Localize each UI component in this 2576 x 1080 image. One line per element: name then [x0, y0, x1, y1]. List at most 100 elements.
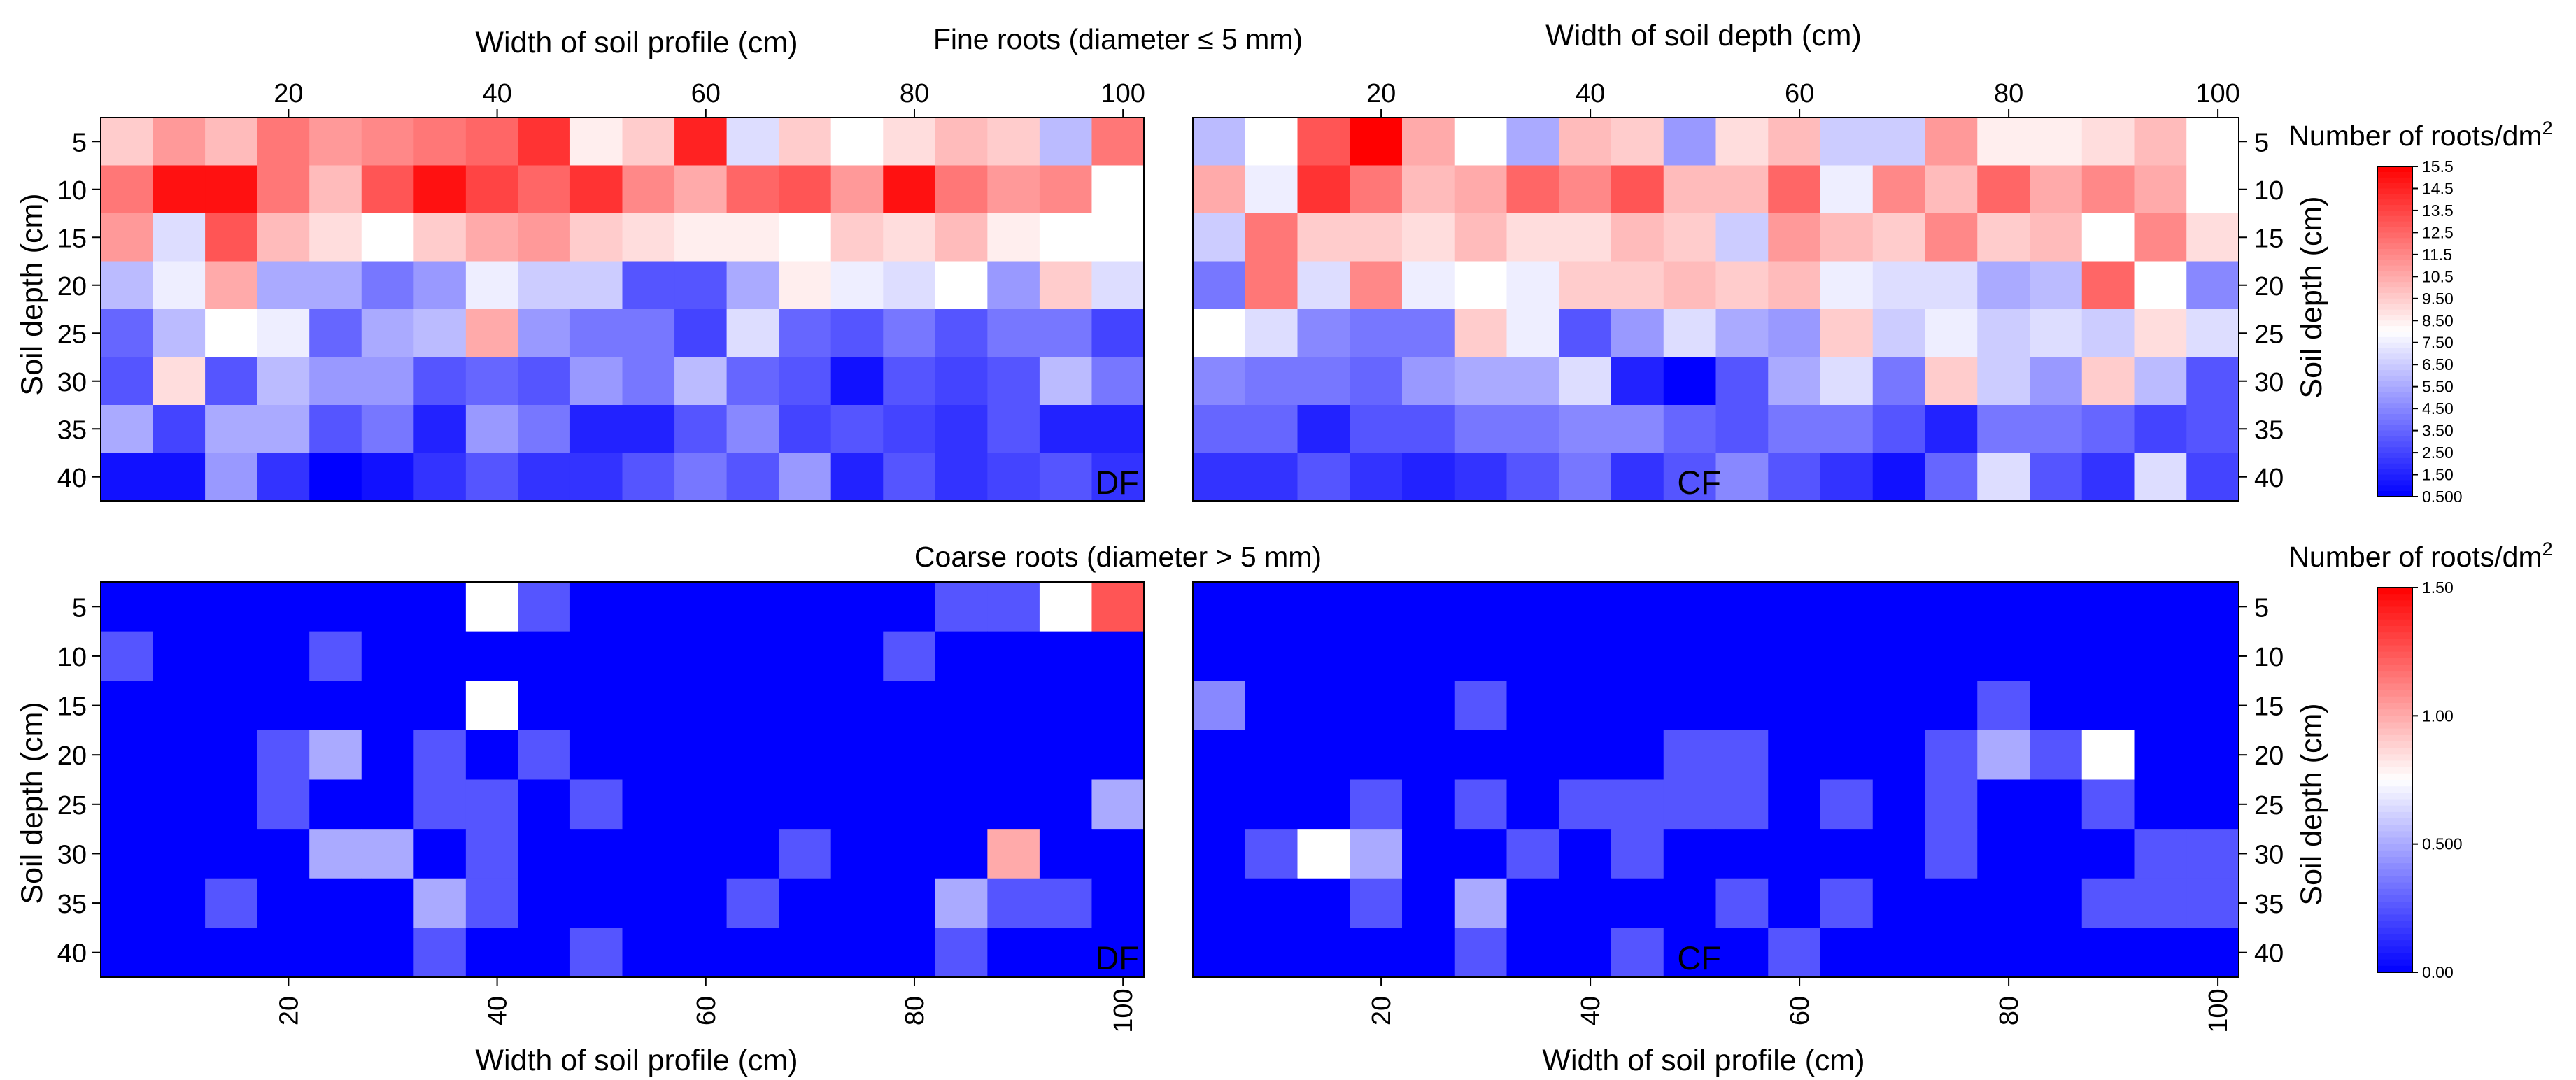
heatmap-cell — [1091, 582, 1145, 632]
heatmap-cell — [1454, 453, 1508, 502]
heatmap-cell — [2081, 730, 2135, 781]
colorbar-band — [2377, 639, 2412, 646]
x-tick-label: 40 — [1576, 996, 1606, 1025]
heatmap-cell — [1872, 829, 1926, 879]
heatmap-cell — [1611, 681, 1664, 731]
heatmap-cell — [309, 878, 362, 928]
heatmap-cell — [413, 631, 467, 681]
heatmap-cell — [1091, 631, 1145, 681]
heatmap-cell — [1454, 261, 1508, 310]
colorbar-band — [2377, 760, 2412, 768]
heatmap-cell — [1350, 453, 1403, 502]
heatmap-cell — [1559, 261, 1612, 310]
x-tick-label: 100 — [1101, 79, 1145, 108]
heatmap-cell — [1768, 118, 1821, 166]
heatmap-cell — [1454, 681, 1508, 731]
heatmap-cell — [153, 582, 206, 632]
heatmap-cell — [309, 261, 362, 310]
heatmap-cell — [1402, 779, 1455, 830]
heatmap-cell — [153, 631, 206, 681]
heatmap-cell — [1193, 582, 1246, 632]
heatmap-cell — [257, 261, 310, 310]
colorbar-band — [2377, 780, 2412, 787]
panel-frame — [100, 117, 1145, 502]
heatmap-cell — [830, 118, 884, 166]
heatmap-cell — [2030, 261, 2083, 310]
heatmap-cell — [205, 631, 258, 681]
heatmap-cell — [779, 829, 832, 879]
heatmap-cell — [883, 878, 936, 928]
heatmap-cell — [2134, 309, 2187, 358]
heatmap-cell — [830, 165, 884, 214]
heatmap-cell — [1297, 213, 1350, 262]
heatmap-cell — [1977, 213, 2030, 262]
heatmap-cell — [153, 730, 206, 781]
heatmap-cell — [569, 213, 623, 262]
heatmap-cell — [205, 405, 258, 454]
colorbar-band — [2377, 292, 2412, 299]
heatmap-cell — [309, 213, 362, 262]
colorbar-band — [2377, 171, 2412, 178]
heatmap-cell — [1454, 582, 1508, 632]
heatmap-cell — [1768, 165, 1821, 214]
heatmap-cell — [465, 118, 518, 166]
heatmap-cell — [726, 730, 779, 781]
colorbar-tick-label: 0.00 — [2422, 963, 2454, 981]
heatmap-cell — [883, 582, 936, 632]
heatmap-cell — [1768, 213, 1821, 262]
heatmap-cell — [935, 309, 988, 358]
heatmap-cell — [413, 261, 467, 310]
heatmap-cell — [1039, 453, 1093, 502]
heatmap-cell — [2134, 261, 2187, 310]
heatmap-cell — [1559, 118, 1612, 166]
heatmap-cell — [830, 829, 884, 879]
heatmap-cell — [1454, 878, 1508, 928]
heatmap-cell — [1925, 730, 1978, 781]
heatmap-cell — [361, 357, 414, 406]
heatmap-cell — [1297, 453, 1350, 502]
heatmap-cell — [1091, 681, 1145, 731]
heatmap-cell — [1768, 309, 1821, 358]
colorbar-band — [2377, 276, 2412, 283]
heatmap-cell — [987, 213, 1040, 262]
heatmap-cell — [205, 681, 258, 731]
heatmap-cell — [1193, 631, 1246, 681]
x-tick-label: 40 — [1576, 79, 1605, 108]
heatmap-cell — [1297, 357, 1350, 406]
y-tick-label: 30 — [2254, 368, 2284, 397]
heatmap-cell — [674, 357, 728, 406]
heatmap-cell — [1091, 213, 1145, 262]
heatmap-cell — [674, 309, 728, 358]
heatmap-cell — [1402, 681, 1455, 731]
heatmap-cell — [987, 357, 1040, 406]
heatmap-cell — [1663, 730, 1717, 781]
colorbar-band — [2377, 959, 2412, 967]
heatmap-cell — [1350, 213, 1403, 262]
heatmap-cell — [1977, 357, 2030, 406]
colorbar-band — [2377, 469, 2412, 476]
colorbar-band — [2377, 287, 2412, 294]
heatmap-cell — [361, 118, 414, 166]
y-tick-label: 25 — [2254, 791, 2284, 820]
heatmap-cell — [1715, 309, 1769, 358]
heatmap-cell — [883, 261, 936, 310]
heatmap-cell — [1977, 928, 2030, 978]
heatmap-cell — [361, 309, 414, 358]
heatmap-cell — [1820, 453, 1874, 502]
heatmap-cell — [1872, 730, 1926, 781]
heatmap-cell — [413, 453, 467, 502]
heatmap-cell — [1977, 165, 2030, 214]
heatmap-cell — [2081, 928, 2135, 978]
heatmap-cell — [622, 357, 675, 406]
heatmap-cell — [1611, 118, 1664, 166]
heatmap-cell — [257, 779, 310, 830]
heatmap-cell — [1559, 405, 1612, 454]
colorbar-band — [2377, 940, 2412, 947]
heatmap-cell — [1297, 165, 1350, 214]
heatmap-cell — [883, 681, 936, 731]
heatmap-cell — [1559, 878, 1612, 928]
heatmap-cell — [1925, 779, 1978, 830]
heatmap-cell — [1768, 261, 1821, 310]
heatmap-cell — [1872, 582, 1926, 632]
heatmap-cell — [309, 829, 362, 879]
